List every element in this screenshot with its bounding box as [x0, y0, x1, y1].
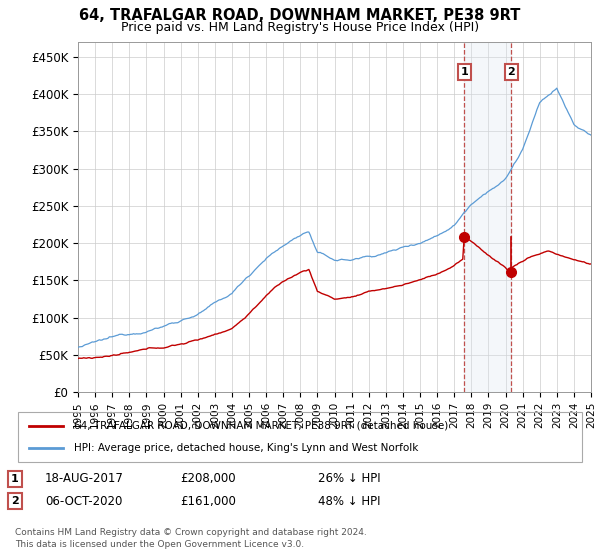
Bar	[464, 42, 511, 392]
Text: 18-AUG-2017: 18-AUG-2017	[45, 472, 124, 486]
Text: Contains HM Land Registry data © Crown copyright and database right 2024.
This d: Contains HM Land Registry data © Crown c…	[15, 528, 367, 549]
Text: £208,000: £208,000	[180, 472, 236, 486]
Text: HPI: Average price, detached house, King's Lynn and West Norfolk: HPI: Average price, detached house, King…	[74, 443, 419, 453]
Text: 06-OCT-2020: 06-OCT-2020	[45, 494, 122, 508]
Text: 1: 1	[11, 474, 19, 484]
Text: 2: 2	[508, 67, 515, 77]
Text: 2: 2	[11, 496, 19, 506]
Text: 64, TRAFALGAR ROAD, DOWNHAM MARKET, PE38 9RT (detached house): 64, TRAFALGAR ROAD, DOWNHAM MARKET, PE38…	[74, 421, 449, 431]
Text: 48% ↓ HPI: 48% ↓ HPI	[318, 494, 380, 508]
Text: 26% ↓ HPI: 26% ↓ HPI	[318, 472, 380, 486]
Text: 1: 1	[460, 67, 468, 77]
Text: Price paid vs. HM Land Registry's House Price Index (HPI): Price paid vs. HM Land Registry's House …	[121, 21, 479, 34]
Text: 64, TRAFALGAR ROAD, DOWNHAM MARKET, PE38 9RT: 64, TRAFALGAR ROAD, DOWNHAM MARKET, PE38…	[79, 8, 521, 24]
Text: £161,000: £161,000	[180, 494, 236, 508]
